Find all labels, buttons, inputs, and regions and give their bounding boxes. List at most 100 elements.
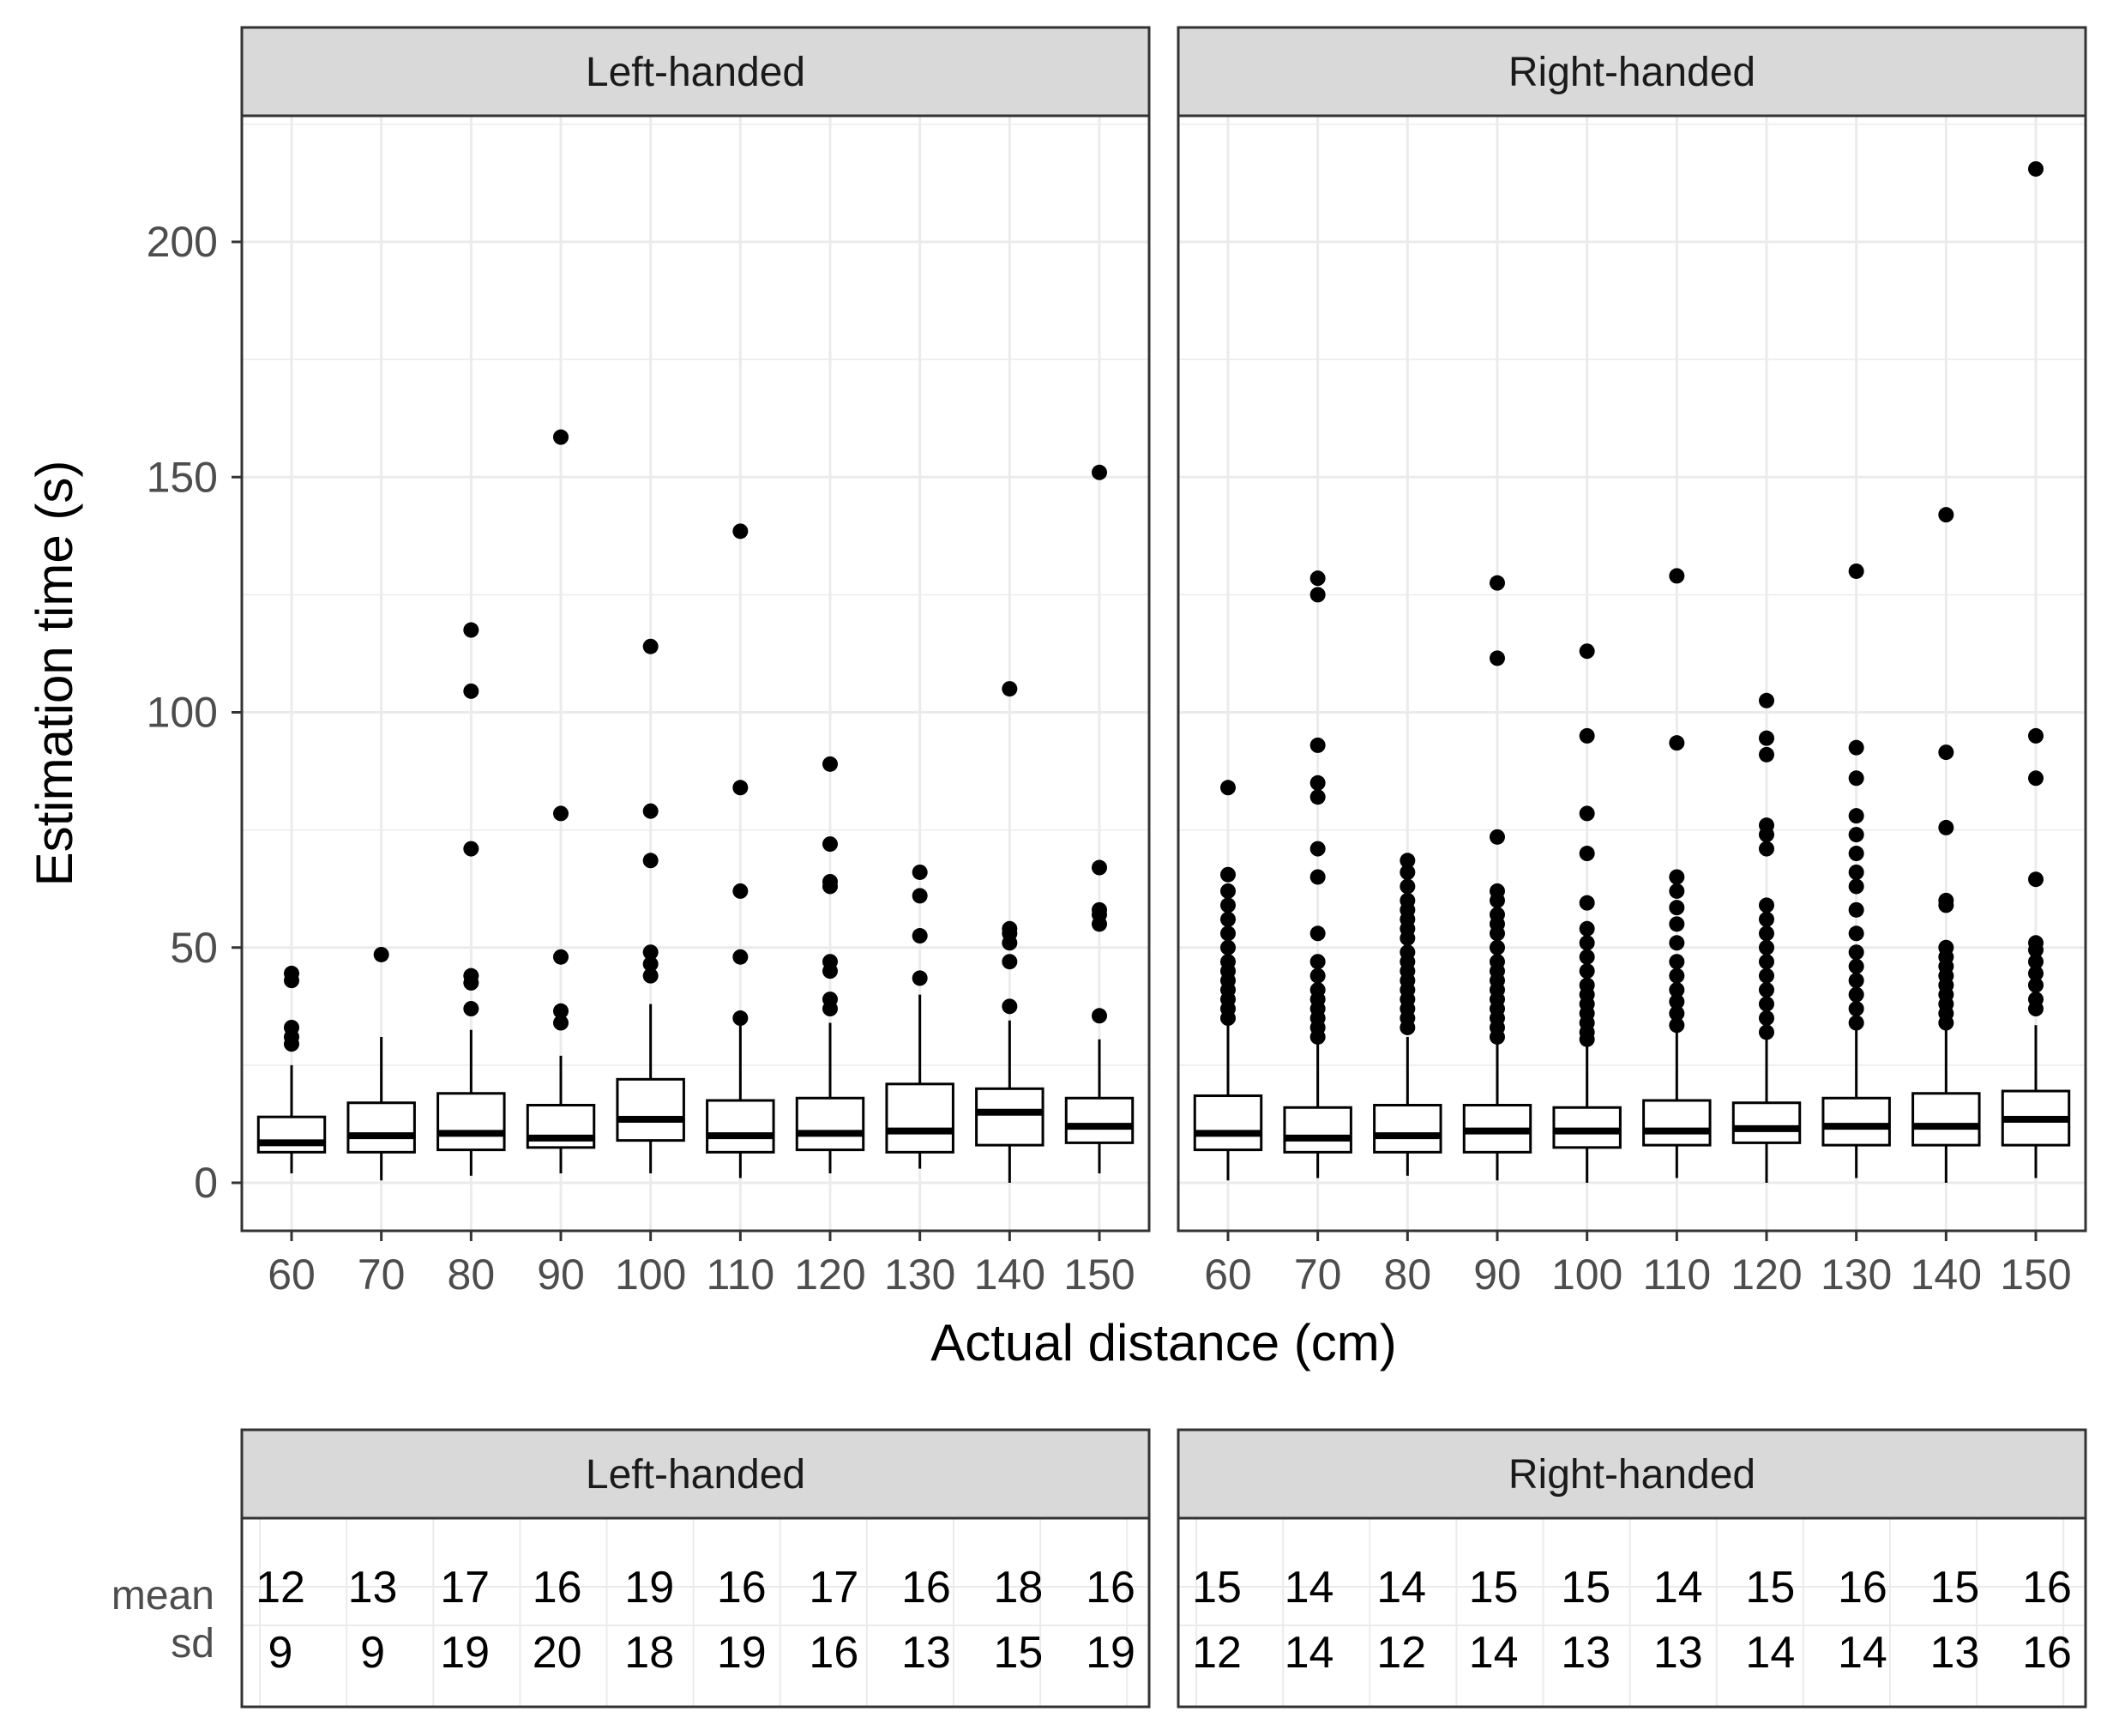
outlier-point (1759, 925, 1774, 942)
table-cell-sd: 13 (1561, 1628, 1610, 1678)
outlier-point (1220, 911, 1236, 927)
table-cell-mean: 14 (1653, 1563, 1703, 1612)
outlier-point (642, 638, 659, 654)
table-cell-mean: 15 (1745, 1563, 1795, 1612)
x-tick-label: 120 (1731, 1251, 1802, 1299)
outlier-point (1848, 864, 1864, 880)
outlier-point (1002, 954, 1018, 970)
x-tick-label: 90 (537, 1251, 585, 1299)
outlier-point (1759, 967, 1774, 984)
box-120 (1731, 692, 1802, 1183)
table-cell-sd: 13 (901, 1628, 951, 1678)
outlier-point (1490, 650, 1505, 666)
table-cell-mean: 16 (1086, 1563, 1135, 1612)
outlier-point (1848, 925, 1864, 942)
outlier-point (1669, 954, 1685, 970)
outlier-point (1579, 977, 1595, 993)
outlier-point (1848, 986, 1864, 1003)
x-tick-label: 80 (448, 1251, 496, 1299)
outlier-point (2028, 977, 2044, 993)
outlier-point (463, 683, 479, 699)
outlier-point (553, 429, 569, 445)
outlier-point (822, 836, 838, 853)
outlier-point (1669, 993, 1685, 1010)
outlier-point (2028, 871, 2044, 888)
table-cell-sd: 14 (1285, 1628, 1334, 1678)
y-tick-label: 50 (170, 924, 218, 972)
x-tick-label: 90 (1473, 1251, 1521, 1299)
table-cell-mean: 16 (533, 1563, 582, 1612)
table-cell-sd: 14 (1838, 1628, 1887, 1678)
outlier-point (2028, 992, 2044, 1008)
summary-table: Left-handed Right-handed 129139171916201… (111, 1428, 2087, 1709)
outlier-point (1759, 746, 1774, 763)
outlier-point (1220, 866, 1236, 883)
outlier-point (2028, 935, 2044, 951)
box-90 (1462, 575, 1532, 1181)
outlier-point (1579, 805, 1595, 822)
strip-left (240, 26, 1151, 118)
outlier-point (1490, 907, 1505, 923)
outlier-point (1309, 789, 1326, 805)
strip-label-left: Left-handed (586, 50, 805, 95)
panel-right: Right-handed 60 70 80 90 100 110 120 130 140 150 (1177, 26, 2087, 1299)
outlier-point (1002, 998, 1018, 1015)
table-strip-label-right: Right-handed (1508, 1452, 1755, 1498)
x-tick-label: 60 (1204, 1251, 1252, 1299)
outlier-point (1579, 895, 1595, 911)
outlier-point (1490, 939, 1505, 955)
outlier-point (1848, 1001, 1864, 1017)
x-tick-label: 110 (1642, 1251, 1711, 1299)
x-axis-left: 60 70 80 90 100 110 120 130 140 150 (268, 1231, 1135, 1299)
y-tick-label: 150 (147, 453, 218, 501)
table-cell-mean: 16 (1838, 1563, 1887, 1612)
outlier-point (1848, 1015, 1864, 1031)
outlier-point (1669, 568, 1685, 584)
panel-left: Left-handed 60 70 80 90 100 110 120 130 140 150 (240, 26, 1151, 1299)
table-cell-mean: 12 (256, 1563, 305, 1612)
box-150 (2001, 160, 2071, 1178)
outlier-point (2028, 160, 2044, 177)
outlier-point (1220, 939, 1236, 955)
outlier-point (373, 946, 389, 962)
row-label-sd: sd (171, 1621, 214, 1667)
table-cell-mean: 15 (1192, 1563, 1242, 1612)
outlier-point (2028, 770, 2044, 787)
box-90 (526, 429, 596, 1174)
outlier-point (1220, 954, 1236, 970)
outlier-point (1490, 954, 1505, 970)
x-tick-label: 130 (884, 1251, 955, 1299)
table-cell-mean: 17 (809, 1563, 858, 1612)
panel-border-right (1177, 114, 2087, 1233)
table-cell-mean: 17 (440, 1563, 490, 1612)
outlier-point (1220, 883, 1236, 899)
x-tick-label: 140 (974, 1251, 1045, 1299)
outlier-point (463, 841, 479, 857)
outlier-point (1848, 878, 1864, 895)
outlier-point (1759, 692, 1774, 708)
boxes-right (1193, 160, 2071, 1183)
outlier-point (1220, 897, 1236, 913)
outlier-point (1400, 944, 1416, 961)
table-cell-sd: 19 (717, 1628, 767, 1678)
box-iqr (795, 1096, 865, 1152)
outlier-point (1669, 916, 1685, 932)
box-iqr (1911, 1092, 1981, 1147)
table-cell-sd: 9 (360, 1628, 385, 1678)
y-tick-label: 100 (147, 689, 218, 737)
outlier-point (1759, 1024, 1774, 1040)
outlier-point (2028, 954, 2044, 970)
box-iqr (1193, 1094, 1263, 1152)
outlier-point (1848, 944, 1864, 961)
table-background (1178, 1518, 2086, 1707)
table-cell-mean: 15 (1930, 1563, 1980, 1612)
y-tick-label: 200 (147, 218, 218, 266)
outlier-point (912, 864, 928, 880)
box-130 (885, 864, 954, 1169)
x-tick-label: 70 (1294, 1251, 1342, 1299)
outlier-point (1759, 939, 1774, 955)
outlier-point (1848, 846, 1864, 862)
outlier-point (1669, 1005, 1685, 1022)
outlier-point (1400, 864, 1416, 880)
outlier-point (1938, 507, 1954, 523)
